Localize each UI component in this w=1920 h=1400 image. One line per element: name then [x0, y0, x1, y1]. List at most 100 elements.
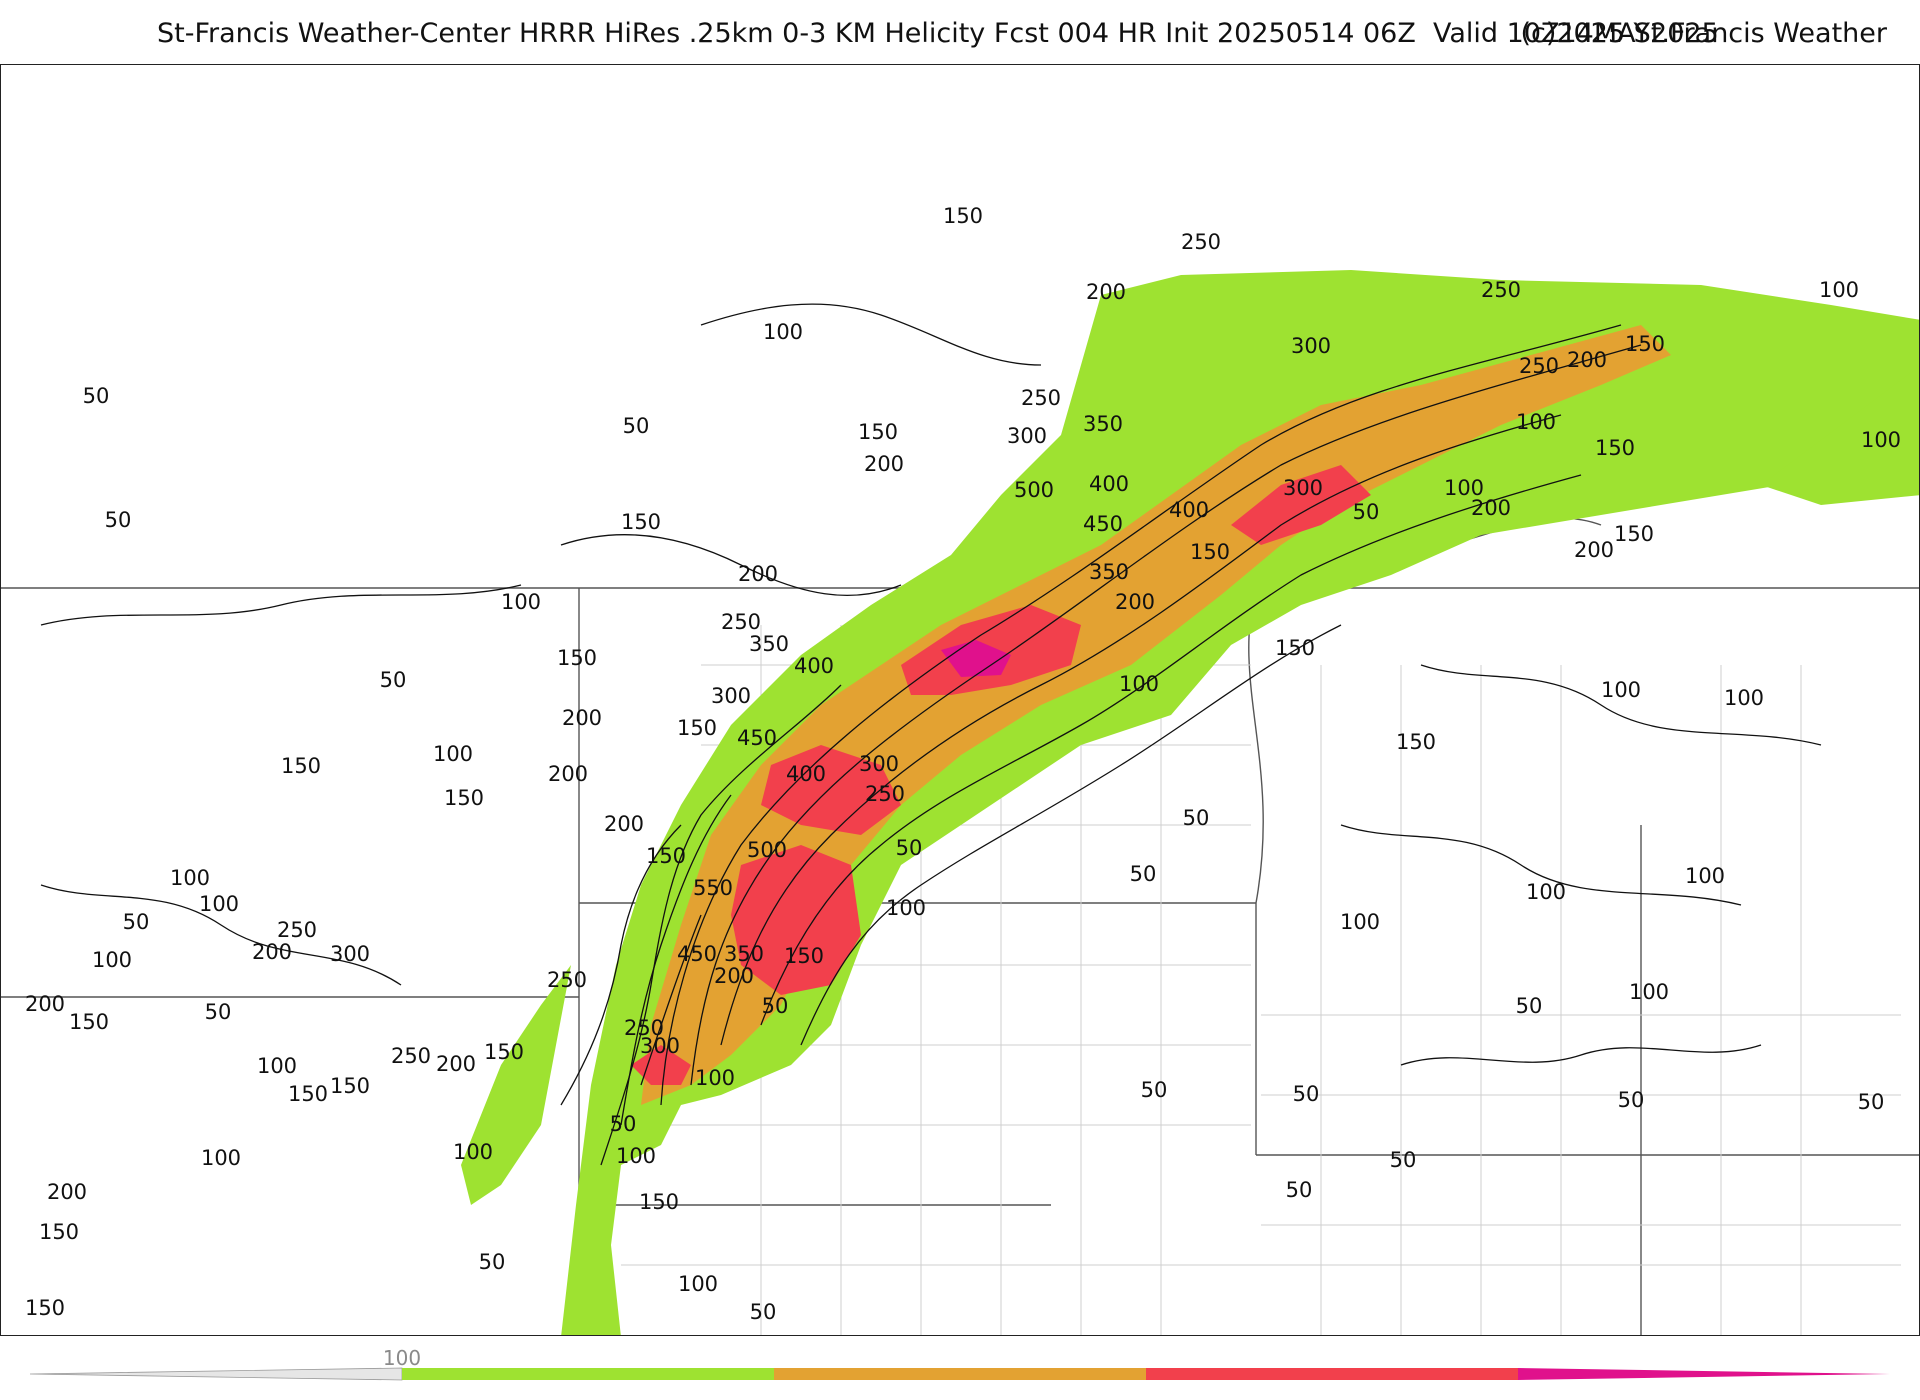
contour-label: 50 — [896, 836, 923, 860]
contour-label: 100 — [886, 896, 926, 920]
contour-label: 50 — [623, 414, 650, 438]
contour-label: 50 — [1353, 500, 1380, 524]
contour-label: 200 — [864, 452, 904, 476]
contour-label: 100 — [1685, 864, 1725, 888]
contour-label: 350 — [1083, 412, 1123, 436]
contour-label: 150 — [1190, 540, 1230, 564]
band-400-plus — [941, 640, 1011, 677]
contour-label: 100 — [1516, 410, 1556, 434]
contour-label: 400 — [786, 762, 826, 786]
contour-label: 50 — [1390, 1148, 1417, 1172]
legend-band — [1518, 1368, 1890, 1380]
contour-label: 100 — [1861, 428, 1901, 452]
contour-label: 250 — [721, 610, 761, 634]
contour-label: 150 — [621, 510, 661, 534]
band-100-200-west — [461, 965, 571, 1205]
contour-label: 100 — [201, 1146, 241, 1170]
contour-label: 100 — [1629, 980, 1669, 1004]
contour-label: 300 — [1291, 334, 1331, 358]
contour-label: 250 — [547, 968, 587, 992]
contour-label: 50 — [1286, 1178, 1313, 1202]
contour-label: 100 — [763, 320, 803, 344]
contour-label: 100 — [1444, 476, 1484, 500]
contour-label: 50 — [380, 668, 407, 692]
contour-label: 400 — [1089, 472, 1129, 496]
contour-label: 450 — [677, 942, 717, 966]
band-300-400-e — [631, 1045, 691, 1085]
contour-label: 200 — [562, 706, 602, 730]
contour-label: 50 — [205, 1000, 232, 1024]
contour-label: 250 — [391, 1044, 431, 1068]
contour-label: 200 — [252, 940, 292, 964]
contour-label: 150 — [646, 844, 686, 868]
contour-label: 150 — [1614, 522, 1654, 546]
contour-label: 200 — [25, 992, 65, 1016]
contour-label: 50 — [1858, 1090, 1885, 1114]
contour-label: 50 — [479, 1250, 506, 1274]
legend-band — [29, 1367, 403, 1381]
legend-tick-label: 100 — [382, 1346, 422, 1370]
contour-label: 150 — [639, 1190, 679, 1214]
contour-label: 250 — [277, 918, 317, 942]
contour-label: 50 — [1618, 1088, 1645, 1112]
contour-label: 150 — [288, 1082, 328, 1106]
contour-label: 250 — [1519, 354, 1559, 378]
contour-label: 500 — [1014, 478, 1054, 502]
contour-label: 100 — [695, 1066, 735, 1090]
legend-band — [774, 1368, 1146, 1380]
contour-label: 200 — [738, 562, 778, 586]
helicity-contours — [40, 303, 1822, 1166]
contour-label: 50 — [610, 1112, 637, 1136]
contour-label: 150 — [1275, 636, 1315, 660]
contour-label: 250 — [624, 1016, 664, 1040]
contour-label: 200 — [714, 964, 754, 988]
contour-label: 50 — [1293, 1082, 1320, 1106]
contour-label: 50 — [750, 1300, 777, 1324]
contour-label: 200 — [548, 762, 588, 786]
helicity-fill — [461, 270, 1919, 1335]
contour-label: 150 — [557, 646, 597, 670]
contour-label: 150 — [281, 754, 321, 778]
map-title: St-Francis Weather-Center HRRR HiRes .25… — [157, 18, 1719, 49]
contour-label: 200 — [1471, 496, 1511, 520]
contour-label: 150 — [1595, 436, 1635, 460]
copyright-credit: (c)2025 St.Francis Weather — [1520, 18, 1887, 49]
contour-label: 150 — [943, 204, 983, 228]
contour-label: 250 — [865, 782, 905, 806]
contour-label: 350 — [1089, 560, 1129, 584]
contour-label: 350 — [749, 632, 789, 656]
contour-label: 550 — [693, 876, 733, 900]
band-200-300 — [641, 325, 1671, 1105]
contour-label: 100 — [199, 892, 239, 916]
helicity-map: 150 250 200 250 100 100 300 250 200 150 50 250 50 150… — [0, 64, 1920, 1336]
contour-label: 100 — [678, 1272, 718, 1296]
contour-label: 150 — [25, 1296, 65, 1320]
contour-label: 100 — [257, 1054, 297, 1078]
contour-label: 150 — [1625, 332, 1665, 356]
contour-label: 350 — [724, 942, 764, 966]
contour-label: 250 — [1481, 278, 1521, 302]
contour-label: 150 — [444, 786, 484, 810]
contour-label: 50 — [1516, 994, 1543, 1018]
contour-label: 500 — [747, 838, 787, 862]
contour-label: 50 — [1183, 806, 1210, 830]
contour-label: 50 — [762, 994, 789, 1018]
contour-label: 200 — [436, 1052, 476, 1076]
contour-label: 400 — [794, 654, 834, 678]
contour-label: 150 — [677, 716, 717, 740]
contour-label: 150 — [784, 944, 824, 968]
contour-label: 100 — [1119, 672, 1159, 696]
contour-label: 200 — [604, 812, 644, 836]
contour-label: 150 — [1396, 730, 1436, 754]
contour-label: 300 — [859, 752, 899, 776]
contour-label: 50 — [123, 910, 150, 934]
contour-label: 150 — [858, 420, 898, 444]
band-100-200-east — [1761, 366, 1919, 505]
state-line-ne — [1255, 903, 1919, 1156]
contour-label: 300 — [1283, 476, 1323, 500]
contour-label: 300 — [1007, 424, 1047, 448]
contour-label: 100 — [501, 590, 541, 614]
contour-label: 150 — [484, 1040, 524, 1064]
contour-label: 300 — [711, 684, 751, 708]
